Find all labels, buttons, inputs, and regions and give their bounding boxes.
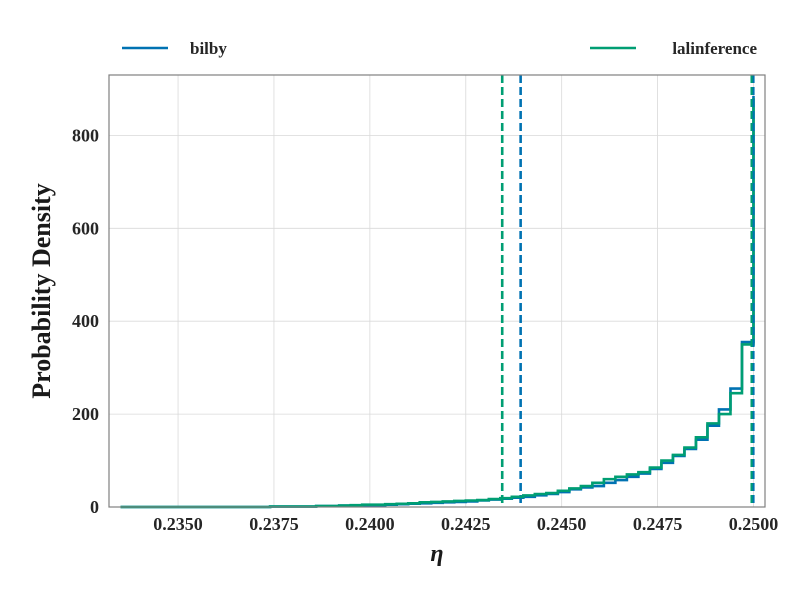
legend: bilby lalinference <box>122 39 757 58</box>
y-axis-label: Probability Density <box>27 183 56 398</box>
x-axis-ticks: 0.2350 0.2375 0.2400 0.2425 0.2450 0.2475 0.25… <box>153 514 778 534</box>
histogram-step-lalinference <box>120 98 755 509</box>
legend-label-bilby: bilby <box>190 39 227 58</box>
x-tick-label: 0.2350 <box>153 514 203 534</box>
y-tick-label: 0 <box>90 497 99 517</box>
x-tick-label: 0.2400 <box>345 514 395 534</box>
y-tick-label: 600 <box>72 218 99 238</box>
axes-frame <box>108 74 766 508</box>
y-tick-label: 800 <box>72 125 99 145</box>
x-tick-label: 0.2450 <box>537 514 587 534</box>
y-tick-label: 400 <box>72 311 99 331</box>
x-tick-label: 0.2425 <box>441 514 491 534</box>
histogram-step-bilby <box>120 95 755 509</box>
x-tick-label: 0.2475 <box>633 514 683 534</box>
legend-label-lalinference: lalinference <box>672 39 757 58</box>
x-axis-label: η <box>430 541 443 567</box>
grid-lines <box>109 75 765 508</box>
x-tick-label: 0.2500 <box>729 514 779 534</box>
plot-area <box>120 75 755 509</box>
y-tick-label: 200 <box>72 404 99 424</box>
x-tick-label: 0.2375 <box>249 514 299 534</box>
y-axis-ticks: 0 200 400 600 800 <box>72 125 99 517</box>
